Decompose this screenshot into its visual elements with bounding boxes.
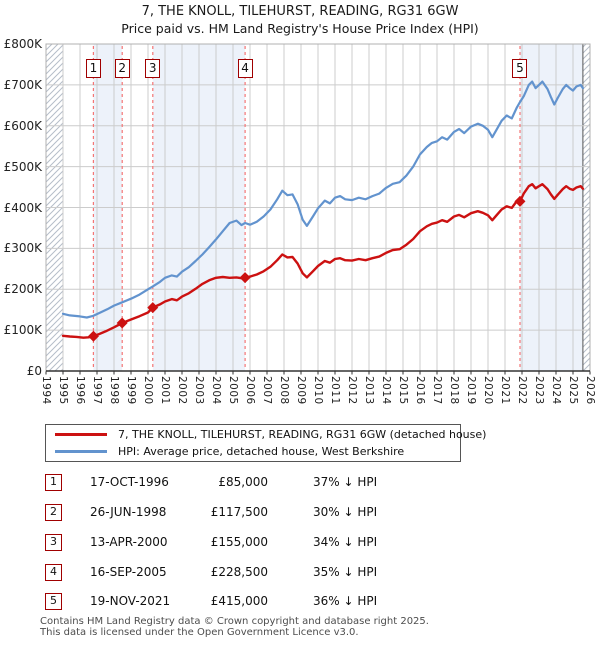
sale-price: £415,000 (210, 594, 268, 608)
x-axis-label: 2025 (566, 376, 579, 405)
y-axis-label: £0 (26, 364, 42, 378)
legend-label: HPI: Average price, detached house, West… (118, 445, 405, 459)
sale-number-badge: 2 (114, 59, 130, 78)
y-axis-label: £700K (3, 77, 42, 92)
x-axis-label: 2007 (260, 376, 273, 405)
x-axis-label: 2014 (379, 376, 392, 405)
legend-label: 7, THE KNOLL, TILEHURST, READING, RG31 6… (118, 427, 487, 441)
sale-number-badge: 4 (237, 59, 253, 78)
table-row: 2 26-JUN-1998 £117,500 30% ↓ HPI (0, 498, 600, 528)
x-axis-label: 1998 (107, 376, 120, 405)
table-row: 5 19-NOV-2021 £415,000 36% ↓ HPI (0, 587, 600, 617)
y-axis-label: £300K (3, 241, 42, 256)
legend-entry-price-paid: 7, THE KNOLL, TILEHURST, READING, RG31 6… (46, 426, 486, 443)
x-axis-label: 1996 (73, 376, 86, 405)
sale-date: 26-JUN-1998 (90, 505, 167, 519)
sale-number-badge: 4 (45, 563, 62, 581)
x-axis-label: 2011 (328, 376, 341, 405)
sale-vs-hpi: 37% ↓ HPI (313, 475, 378, 489)
sale-number-badge: 5 (45, 593, 62, 610)
x-axis-label: 2003 (192, 376, 205, 405)
hpi-line (61, 80, 584, 319)
sale-marker (116, 317, 128, 329)
x-axis-label: 2002 (175, 376, 188, 405)
y-axis-label: £600K (3, 118, 42, 133)
sale-vs-hpi: 36% ↓ HPI (313, 594, 378, 608)
red-line-swatch (55, 432, 107, 436)
footer-line-2: This data is licensed under the Open Gov… (40, 626, 359, 638)
x-axis-label: 1999 (124, 376, 137, 405)
sale-date: 19-NOV-2021 (90, 594, 171, 608)
x-axis-label: 2019 (464, 376, 477, 405)
sale-marker (87, 330, 99, 342)
x-axis-label: 2005 (226, 376, 239, 405)
license-footer: Contains HM Land Registry data © Crown c… (40, 616, 600, 638)
footer-line-1: Contains HM Land Registry data © Crown c… (40, 616, 429, 627)
x-axis-label: 1997 (90, 376, 103, 405)
x-axis-label: 1995 (56, 376, 69, 405)
legend-entry-hpi: HPI: Average price, detached house, West… (46, 443, 460, 460)
x-axis-label: 2008 (277, 376, 290, 405)
sale-marker (147, 302, 159, 314)
x-axis-label: 2009 (294, 376, 307, 405)
sale-number-badge: 1 (85, 59, 101, 78)
sale-price: £117,500 (210, 505, 268, 519)
x-axis-label: 2016 (413, 376, 426, 405)
sale-marker (239, 272, 251, 284)
x-axis-label: 2023 (532, 376, 545, 405)
y-axis-label: £400K (3, 200, 42, 215)
sale-number-badge: 5 (512, 59, 528, 78)
x-axis-label: 2006 (243, 376, 256, 405)
x-axis-label: 2000 (141, 376, 154, 405)
table-row: 3 13-APR-2000 £155,000 34% ↓ HPI (0, 528, 600, 558)
price-chart: £800K £700K £600K £500K £400K £300K £200K £100K… (3, 37, 596, 405)
x-axis-label: 2013 (362, 376, 375, 405)
sale-number-badge: 3 (145, 59, 161, 78)
x-axis-label: 2001 (158, 376, 171, 405)
legend-box: 7, THE KNOLL, TILEHURST, READING, RG31 6… (45, 424, 486, 462)
sale-vs-hpi: 35% ↓ HPI (313, 564, 378, 579)
x-axis-label: 2024 (549, 376, 562, 405)
sale-marker (514, 195, 526, 207)
sale-number-badge: 1 (45, 474, 62, 491)
y-axis-label: £800K (3, 37, 42, 51)
y-axis-label: £500K (3, 159, 42, 174)
y-axis-label: £100K (3, 323, 42, 338)
sale-number-badge: 2 (45, 504, 62, 521)
sale-date: 17-OCT-1996 (90, 475, 169, 489)
page-title: 7, THE KNOLL, TILEHURST, READING, RG31 6… (141, 4, 459, 19)
sale-price: £228,500 (210, 564, 268, 579)
x-axis-label: 2026 (583, 376, 596, 405)
x-axis-label: 2020 (481, 376, 494, 405)
page-subtitle: Price paid vs. HM Land Registry's House … (121, 21, 479, 36)
sale-date: 13-APR-2000 (90, 534, 168, 549)
x-axis-label: 2017 (430, 376, 443, 405)
x-axis-label: 2012 (345, 376, 358, 405)
x-axis-label: 1994 (39, 376, 52, 405)
y-axis-label: £200K (3, 282, 42, 297)
price-paid-line (61, 183, 585, 339)
chart-plot-area (45, 43, 591, 375)
sale-number-badge: 3 (45, 533, 62, 551)
x-axis-label: 2022 (515, 376, 528, 405)
x-axis-label: 2018 (447, 376, 460, 405)
x-axis-label: 2004 (209, 376, 222, 405)
blue-line-swatch (55, 450, 107, 454)
sale-date: 16-SEP-2005 (90, 564, 167, 579)
sale-vs-hpi: 34% ↓ HPI (313, 534, 378, 549)
table-row: 4 16-SEP-2005 £228,500 35% ↓ HPI (0, 558, 600, 588)
x-axis-label: 2010 (311, 376, 324, 405)
x-axis-label: 2015 (396, 376, 409, 405)
sale-price: £85,000 (218, 475, 268, 489)
table-row: 1 17-OCT-1996 £85,000 37% ↓ HPI (0, 468, 600, 498)
sale-price: £155,000 (210, 534, 268, 549)
sale-vs-hpi: 30% ↓ HPI (313, 505, 378, 519)
x-axis-label: 2021 (498, 376, 511, 405)
